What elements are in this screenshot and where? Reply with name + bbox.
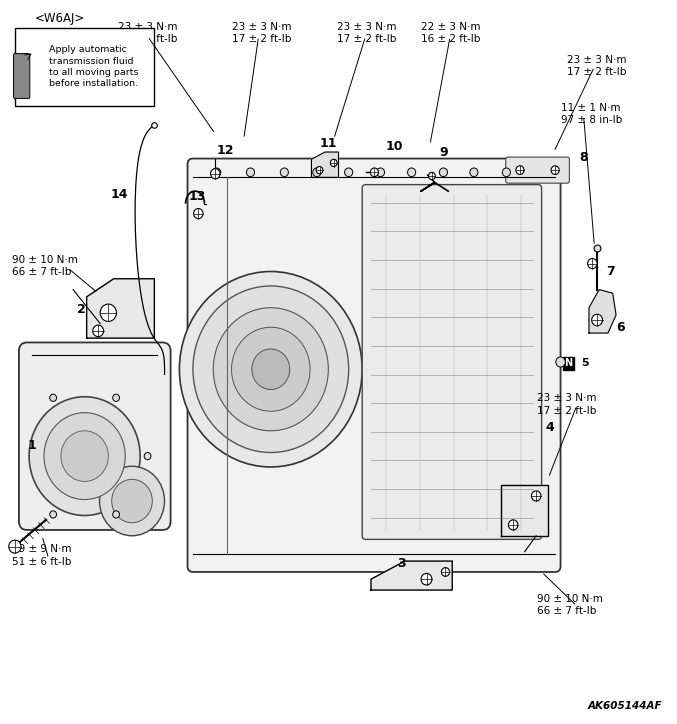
Circle shape [441, 568, 450, 576]
Text: 9: 9 [439, 146, 448, 159]
Circle shape [232, 327, 310, 411]
Circle shape [376, 168, 385, 177]
Circle shape [193, 286, 349, 452]
FancyBboxPatch shape [188, 159, 561, 572]
Circle shape [100, 304, 116, 321]
Circle shape [330, 159, 337, 167]
Circle shape [345, 168, 353, 177]
Text: 23 ± 3 N·m
17 ± 2 ft-lb: 23 ± 3 N·m 17 ± 2 ft-lb [567, 55, 627, 77]
Circle shape [556, 357, 565, 367]
Text: 2: 2 [77, 303, 85, 316]
Text: 12: 12 [217, 144, 234, 157]
Text: 7: 7 [606, 265, 615, 278]
Circle shape [280, 168, 288, 177]
FancyBboxPatch shape [19, 342, 171, 530]
Text: 23 ± 3 N·m
17 ± 2 ft-lb: 23 ± 3 N·m 17 ± 2 ft-lb [337, 22, 397, 44]
Text: <W6AJ>: <W6AJ> [35, 12, 85, 25]
Circle shape [50, 394, 57, 401]
FancyBboxPatch shape [15, 28, 154, 106]
Polygon shape [589, 290, 616, 333]
Text: 1: 1 [27, 439, 36, 452]
Circle shape [29, 397, 140, 515]
Circle shape [93, 325, 104, 337]
Text: 6: 6 [616, 321, 625, 334]
Circle shape [44, 413, 125, 500]
Circle shape [112, 511, 120, 518]
FancyBboxPatch shape [506, 157, 569, 183]
Text: 14: 14 [110, 188, 128, 201]
Circle shape [313, 168, 321, 177]
Circle shape [421, 573, 432, 585]
Circle shape [211, 169, 220, 179]
Text: 90 ± 10 N·m
66 ± 7 ft-lb: 90 ± 10 N·m 66 ± 7 ft-lb [537, 594, 603, 616]
Text: 13: 13 [188, 190, 206, 203]
Text: 11 ± 1 N·m
97 ± 8 in-lb: 11 ± 1 N·m 97 ± 8 in-lb [561, 103, 621, 125]
FancyBboxPatch shape [362, 185, 542, 539]
Circle shape [144, 452, 151, 460]
Circle shape [588, 258, 597, 269]
Text: 4: 4 [546, 421, 554, 434]
Circle shape [112, 394, 120, 401]
Text: 3: 3 [397, 557, 406, 571]
Circle shape [508, 520, 518, 530]
Circle shape [516, 166, 524, 174]
Text: N: N [565, 358, 573, 369]
Circle shape [370, 168, 378, 177]
Text: 23 ± 3 N·m
17 ± 2 ft-lb: 23 ± 3 N·m 17 ± 2 ft-lb [537, 393, 596, 416]
Circle shape [112, 479, 152, 523]
Text: 23 ± 3 N·m
17 ± 2 ft-lb: 23 ± 3 N·m 17 ± 2 ft-lb [232, 22, 291, 44]
Text: 5: 5 [581, 358, 588, 369]
Circle shape [252, 349, 290, 390]
Circle shape [213, 168, 221, 177]
Circle shape [61, 431, 108, 481]
Circle shape [9, 540, 21, 553]
Circle shape [592, 314, 603, 326]
Text: 22 ± 3 N·m
16 ± 2 ft-lb: 22 ± 3 N·m 16 ± 2 ft-lb [421, 22, 481, 44]
Polygon shape [371, 561, 452, 590]
Text: 11: 11 [320, 137, 337, 150]
FancyBboxPatch shape [14, 54, 30, 98]
Text: 8: 8 [579, 151, 588, 164]
Text: 69 ± 9 N·m
51 ± 6 ft-lb: 69 ± 9 N·m 51 ± 6 ft-lb [12, 544, 72, 567]
Circle shape [408, 168, 416, 177]
Polygon shape [311, 152, 338, 177]
Circle shape [213, 308, 328, 431]
Circle shape [100, 466, 165, 536]
Circle shape [470, 168, 478, 177]
Circle shape [502, 168, 510, 177]
Text: 90 ± 10 N·m
66 ± 7 ft-lb: 90 ± 10 N·m 66 ± 7 ft-lb [12, 255, 78, 277]
Circle shape [179, 272, 362, 467]
Text: 10: 10 [386, 140, 403, 153]
Circle shape [551, 166, 559, 174]
Circle shape [531, 491, 541, 501]
Text: Apply automatic
transmission fluid
to all moving parts
before installation.: Apply automatic transmission fluid to al… [49, 46, 138, 88]
Circle shape [194, 209, 203, 219]
Circle shape [439, 168, 447, 177]
Text: AK605144AF: AK605144AF [588, 701, 662, 711]
Circle shape [49, 511, 56, 518]
Circle shape [246, 168, 255, 177]
Text: 23 ± 3 N·m
17 ± 2 ft-lb: 23 ± 3 N·m 17 ± 2 ft-lb [118, 22, 178, 44]
Polygon shape [87, 279, 154, 338]
Circle shape [429, 172, 435, 180]
Circle shape [316, 167, 323, 174]
Polygon shape [501, 485, 548, 536]
